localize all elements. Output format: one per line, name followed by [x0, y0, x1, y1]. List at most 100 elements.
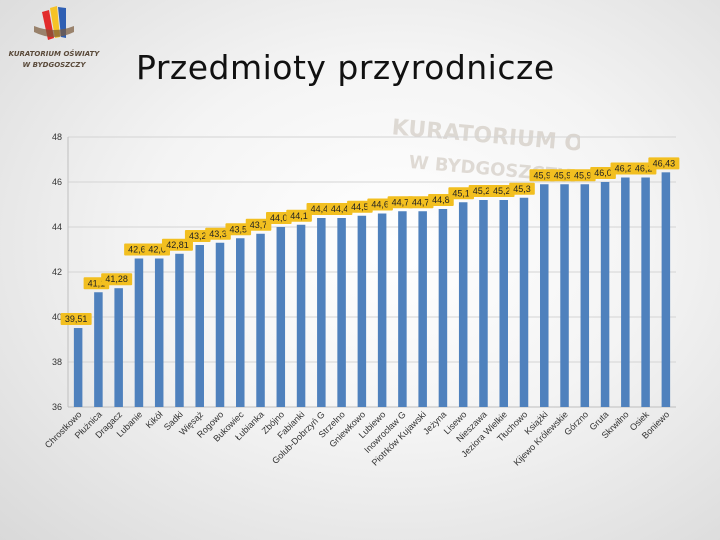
data-label-bg: [407, 196, 434, 209]
data-label: 44,7: [412, 197, 430, 207]
slide-title: Przedmioty przyrodnicze: [136, 48, 555, 87]
data-label-bg: [326, 203, 353, 215]
bar: [458, 202, 468, 407]
data-label-bg: [347, 200, 373, 213]
data-label-bg: [266, 212, 292, 224]
data-label: 45,2: [493, 186, 511, 196]
bar: [175, 253, 184, 407]
data-label-bg: [509, 182, 535, 195]
data-label-bg: [448, 187, 474, 200]
data-label-bg: [468, 185, 495, 197]
bar: [94, 292, 103, 407]
bar: [398, 211, 407, 407]
data-label: 44,4: [331, 204, 349, 214]
data-label: 44,7: [392, 197, 410, 207]
data-label: 46,0: [594, 168, 612, 178]
data-label: 45,9: [554, 170, 572, 180]
data-label: 46,43: [653, 158, 676, 168]
x-tick-label: Kikół: [144, 409, 165, 430]
data-label-bg: [529, 169, 556, 182]
data-label: 42,6: [128, 245, 146, 255]
data-label-bg: [570, 169, 596, 182]
bar: [661, 172, 671, 407]
bar: [317, 218, 326, 407]
data-label: 44,5: [351, 202, 369, 212]
data-label: 43,5: [230, 224, 248, 234]
data-label-bg: [648, 157, 680, 170]
y-tick-label: 36: [52, 402, 62, 412]
data-label-bg: [60, 313, 92, 326]
data-label: 45,3: [513, 184, 531, 194]
data-label: 44,4: [311, 204, 329, 214]
bar: [438, 209, 448, 407]
bar: [276, 227, 286, 407]
data-label: 44,0: [270, 213, 288, 223]
data-label-bg: [610, 162, 637, 175]
y-tick-label: 48: [52, 132, 62, 142]
bar: [377, 213, 387, 407]
data-label: 44,6: [371, 200, 389, 210]
data-label-bg: [387, 196, 414, 209]
bar: [621, 177, 630, 407]
data-label: 39,51: [65, 314, 88, 324]
y-tick-label: 38: [52, 357, 62, 367]
data-label-bg: [488, 185, 515, 197]
data-label-bg: [205, 227, 231, 240]
book-icon: [34, 6, 74, 40]
data-label: 45,9: [534, 170, 552, 180]
data-label: 45,1: [452, 188, 470, 198]
bar: [134, 258, 144, 407]
data-label: 43,3: [209, 229, 227, 239]
y-tick-label: 44: [52, 222, 62, 232]
logo-line-2: W BYDGOSZCZY: [22, 61, 86, 69]
data-label-bg: [367, 198, 393, 211]
bar: [479, 200, 488, 407]
bar: [580, 184, 590, 407]
data-label: 46,2: [615, 164, 633, 174]
bar: [114, 288, 123, 407]
bar: [256, 233, 265, 407]
data-label-bg: [161, 238, 193, 251]
data-label: 46,2: [635, 164, 653, 174]
data-label-bg: [590, 167, 616, 179]
data-label-bg: [124, 243, 150, 256]
bar: [499, 200, 508, 407]
logo-line-1: KURATORIUM OŚWIATY: [8, 50, 100, 58]
bar: [641, 177, 650, 407]
data-label-bg: [549, 169, 576, 182]
data-label: 44,8: [432, 195, 450, 205]
data-label: 41,28: [105, 274, 128, 284]
bar: [357, 215, 367, 407]
data-label-bg: [101, 273, 133, 286]
bar: [337, 218, 346, 407]
data-label-bg: [184, 230, 211, 242]
data-label: 45,2: [473, 186, 491, 196]
bar: [236, 238, 245, 407]
data-label-bg: [306, 203, 333, 215]
bar: [600, 182, 610, 407]
bar: [73, 328, 83, 407]
data-label-bg: [245, 218, 272, 231]
bar: [560, 184, 569, 407]
bar: [215, 242, 225, 407]
data-label-bg: [428, 194, 454, 206]
data-label: 45,9: [574, 170, 592, 180]
data-label: 41,1: [88, 278, 106, 288]
data-label: 43,2: [189, 231, 207, 241]
y-tick-label: 42: [52, 267, 62, 277]
data-label-bg: [286, 209, 312, 222]
bar: [296, 224, 306, 407]
kuratorium-logo: KURATORIUM OŚWIATY W BYDGOSZCZY: [4, 4, 104, 84]
y-tick-label: 46: [52, 177, 62, 187]
bar: [195, 245, 204, 407]
data-label: 44,1: [290, 211, 308, 221]
data-label-bg: [225, 223, 252, 236]
bar: [519, 197, 529, 407]
y-tick-label: 40: [52, 312, 62, 322]
bar: [154, 258, 164, 407]
bar-chart: 3638404244464839,51Chrostkowo41,1Płużnic…: [43, 132, 680, 468]
bar: [418, 211, 427, 407]
data-label: 42,81: [166, 240, 189, 250]
bar: [540, 184, 549, 407]
data-label: 42,6: [148, 245, 166, 255]
